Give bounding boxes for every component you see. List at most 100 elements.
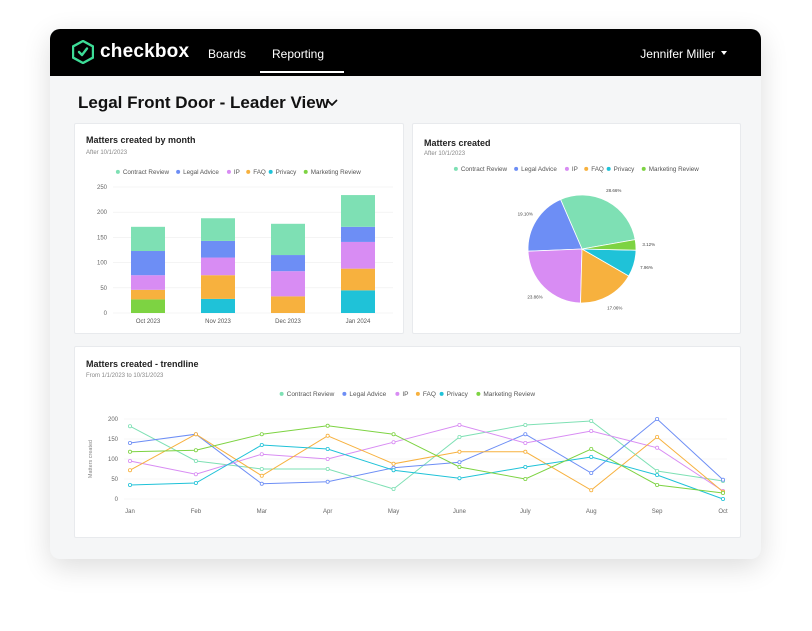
legend-label-ip: IP [234, 169, 240, 176]
pie-label-privacy: 7.96% [640, 265, 653, 270]
point-privacy-jan [128, 482, 133, 487]
x-tick-label: Sep [652, 509, 663, 515]
checkbox-logo-icon [72, 40, 94, 64]
x-tick-label: Dec 2023 [275, 319, 301, 325]
line-chart: Contract Review Legal Advice IP FAQ Privacy M… [88, 391, 728, 515]
point-privacy-feb [193, 480, 198, 485]
point-contract-review-june [457, 435, 462, 440]
x-tick-label: Mar [257, 509, 267, 515]
point-contract-review-apr [325, 467, 330, 472]
y-tick-label: 150 [97, 235, 108, 241]
card-title: Matters created [424, 138, 491, 148]
point-privacy-july [523, 465, 528, 470]
point-faq-july [523, 449, 528, 454]
x-tick-label: July [520, 509, 531, 515]
point-privacy-apr [325, 447, 330, 452]
x-tick-label: Oct [718, 509, 728, 515]
point-legal-advice-aug [589, 471, 594, 476]
x-tick-label: Nov 2023 [205, 319, 231, 325]
legend-marker-marketing-review [641, 166, 646, 171]
chevron-down-icon[interactable] [326, 99, 338, 107]
card-trendline: Matters created - trendline From 1/1/202… [74, 346, 741, 538]
point-faq-mar [259, 473, 264, 478]
point-ip-aug [589, 429, 594, 434]
user-menu-caret-icon[interactable] [720, 50, 728, 56]
legend-label-marketing-review: Marketing Review [483, 391, 535, 398]
y-tick-label: 0 [115, 497, 119, 503]
legend-marker-marketing-review [476, 391, 481, 396]
point-ip-apr [325, 457, 330, 462]
bar-ip-nov-2023 [201, 257, 235, 276]
bar-legal-advice-nov-2023 [201, 240, 235, 258]
pie-slice-contract-review [560, 194, 636, 250]
pie-slice-ip [527, 248, 583, 304]
point-ip-july [523, 441, 528, 446]
bar-privacy-nov-2023 [201, 298, 235, 313]
legend-label-privacy: Privacy [276, 169, 297, 176]
legend-marker-ip [564, 166, 569, 171]
user-menu[interactable]: Jennifer Miller [640, 47, 715, 61]
legend-marker-privacy [268, 169, 273, 174]
point-contract-review-feb [193, 459, 198, 464]
point-ip-jan [128, 459, 133, 464]
legend-marker-contract-review [279, 391, 284, 396]
point-privacy-sep [655, 473, 660, 478]
nav-boards[interactable]: Boards [208, 47, 247, 61]
y-tick-label: 50 [100, 286, 107, 292]
series-line-privacy [129, 444, 724, 500]
legend-label-legal-advice: Legal Advice [521, 166, 557, 173]
point-marketing-review-july [523, 476, 528, 481]
checkbox-logo[interactable]: checkbox [72, 40, 189, 64]
pie-label-faq: 17.06% [607, 305, 622, 310]
point-marketing-review-oct [721, 490, 726, 495]
legend-label-faq: FAQ [591, 166, 604, 173]
pie-label-ip: 23.86% [527, 295, 542, 300]
logo-text: checkbox [100, 41, 190, 62]
y-tick-label: 250 [97, 185, 108, 191]
legend-marker-ip [395, 391, 400, 396]
point-contract-review-may [391, 486, 396, 491]
legend-label-faq: FAQ [253, 169, 266, 176]
y-tick-label: 100 [97, 261, 108, 267]
point-marketing-review-jan [128, 449, 133, 454]
point-legal-advice-sep [655, 417, 660, 422]
legend-label-faq: FAQ [423, 391, 436, 398]
pie-label-contract-review: 28.66% [606, 188, 621, 193]
point-legal-advice-june [457, 460, 462, 465]
bar-faq-oct-2023 [131, 289, 165, 300]
point-ip-june [457, 423, 462, 428]
card-title: Matters created - trendline [86, 359, 199, 369]
legend-label-marketing-review: Marketing Review [649, 166, 699, 173]
x-tick-label: Jan [125, 509, 135, 515]
nav-reporting[interactable]: Reporting [272, 47, 325, 61]
bar-marketing-review-oct-2023 [131, 299, 165, 313]
point-marketing-review-sep [655, 482, 660, 487]
bar-legal-advice-jan-2024 [341, 226, 375, 242]
bar-contract-review-dec-2023 [271, 223, 305, 256]
legend-marker-faq [246, 169, 251, 174]
point-faq-may [391, 461, 396, 466]
legend-marker-marketing-review [303, 169, 308, 174]
point-ip-mar [259, 452, 264, 457]
card-matters-created: Matters created After 10/1/2023 Contract… [412, 123, 741, 334]
legend-marker-faq [415, 391, 420, 396]
point-marketing-review-mar [259, 432, 264, 437]
point-privacy-mar [259, 443, 264, 448]
pie-label-legal-advice: 19.10% [518, 211, 533, 216]
bar-legal-advice-oct-2023 [131, 251, 165, 276]
point-marketing-review-june [457, 465, 462, 470]
legend-label-marketing-review: Marketing Review [311, 169, 361, 176]
point-privacy-aug [589, 455, 594, 460]
bar-faq-nov-2023 [201, 275, 235, 299]
legend-label-contract-review: Contract Review [287, 391, 335, 398]
card-subtitle: After 10/1/2023 [424, 151, 466, 157]
bar-legal-advice-dec-2023 [271, 255, 305, 272]
x-tick-label: Aug [586, 509, 597, 515]
y-tick-label: 0 [104, 311, 108, 317]
legend-marker-privacy [606, 166, 611, 171]
legend-marker-faq [584, 166, 589, 171]
point-privacy-june [457, 476, 462, 481]
bar-privacy-jan-2024 [341, 290, 375, 313]
point-faq-sep [655, 435, 660, 440]
legend-marker-legal-advice [342, 391, 347, 396]
